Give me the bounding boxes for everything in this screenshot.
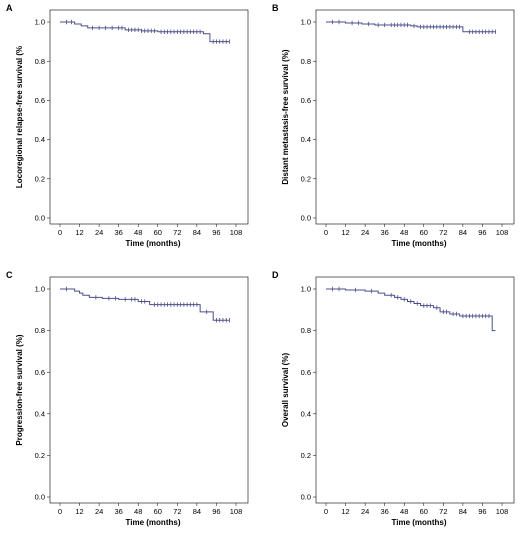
- x-axis-title: Time (months): [392, 239, 447, 248]
- y-tick-label: 0.0: [35, 214, 45, 223]
- y-tick-label: 0.8: [35, 57, 45, 66]
- y-axis-title: Locoregional relapse-free survival (%: [15, 46, 24, 188]
- y-tick-label: 1.0: [301, 285, 311, 294]
- x-tick-label: 84: [193, 507, 201, 516]
- panel-a: A 0.0 0.2 0.4 0.6 0.8 1.0 0 12 24 36 48 60 72 84 96 108 T…: [6, 3, 249, 248]
- panel-letter: D: [272, 270, 279, 280]
- y-tick-label: 0.6: [301, 96, 311, 105]
- panel-letter: A: [6, 3, 13, 13]
- panel-d: D 0.0 0.2 0.4 0.6 0.8 1.0 0 12 24 36 48 60 72 84 96 108 T…: [272, 270, 515, 527]
- x-tick-label: 36: [114, 228, 122, 237]
- y-tick-label: 0.0: [301, 214, 311, 223]
- y-tick-label: 0.6: [301, 368, 311, 377]
- y-tick-label: 1.0: [35, 18, 45, 27]
- x-tick-label: 72: [173, 507, 181, 516]
- x-tick-label: 96: [478, 228, 486, 237]
- y-axis-title: Overall survival (%): [281, 353, 290, 428]
- x-axis-title: Time (months): [126, 239, 181, 248]
- survival-curve: [326, 21, 496, 33]
- plot-frame: [49, 276, 249, 504]
- x-tick-label: 36: [380, 507, 388, 516]
- x-tick-label: 108: [496, 507, 509, 516]
- panel-letter: C: [6, 270, 13, 280]
- x-tick-label: 84: [459, 507, 467, 516]
- x-tick-label: 60: [154, 507, 162, 516]
- y-tick-label: 0.6: [35, 96, 45, 105]
- x-tick-label: 24: [361, 228, 369, 237]
- y-axis-title: Distant metastasis-free survival (%): [281, 49, 290, 185]
- y-tick-label: 0.2: [301, 451, 311, 460]
- x-tick-label: 108: [496, 228, 509, 237]
- y-tick-label: 0.4: [35, 409, 45, 418]
- plot-frame: [315, 276, 515, 504]
- x-tick-label: 12: [75, 228, 83, 237]
- y-tick-label: 0.2: [301, 174, 311, 183]
- x-tick-label: 24: [95, 507, 103, 516]
- x-tick-label: 96: [212, 228, 220, 237]
- y-tick-label: 0.8: [301, 326, 311, 335]
- x-tick-label: 60: [420, 228, 428, 237]
- x-tick-label: 0: [324, 507, 328, 516]
- panel-b: B 0.0 0.2 0.4 0.6 0.8 1.0 0 12 24 36 48 60 72 84 96 108 T…: [272, 3, 515, 248]
- x-tick-label: 36: [114, 507, 122, 516]
- y-tick-label: 0.8: [35, 326, 45, 335]
- y-tick-label: 1.0: [301, 18, 311, 27]
- x-tick-label: 84: [193, 228, 201, 237]
- x-tick-label: 12: [75, 507, 83, 516]
- y-tick-label: 0.2: [35, 174, 45, 183]
- y-tick-label: 0.8: [301, 57, 311, 66]
- plot-frame: [49, 9, 249, 225]
- y-tick-label: 0.4: [35, 135, 45, 144]
- x-tick-label: 0: [58, 507, 62, 516]
- x-tick-label: 12: [341, 507, 349, 516]
- x-tick-label: 72: [439, 507, 447, 516]
- y-tick-label: 0.6: [35, 368, 45, 377]
- x-tick-label: 108: [230, 228, 243, 237]
- survival-curve: [60, 21, 230, 43]
- y-tick-label: 0.0: [301, 493, 311, 502]
- x-axis-title: Time (months): [392, 518, 447, 527]
- y-tick-label: 0.4: [301, 409, 311, 418]
- x-tick-label: 36: [380, 228, 388, 237]
- x-tick-label: 48: [400, 507, 408, 516]
- y-tick-label: 1.0: [35, 285, 45, 294]
- y-axis-title: Progression-free survival (%): [15, 334, 24, 445]
- panel-letter: B: [272, 3, 279, 13]
- x-tick-label: 60: [154, 228, 162, 237]
- x-tick-label: 72: [173, 228, 181, 237]
- x-tick-label: 48: [134, 507, 142, 516]
- panel-c: C 0.0 0.2 0.4 0.6 0.8 1.0 0 12 24 36 48 60 72 84 96 108 T…: [6, 270, 249, 527]
- y-tick-label: 0.0: [35, 493, 45, 502]
- plot-frame: [315, 9, 515, 225]
- x-tick-label: 72: [439, 228, 447, 237]
- x-axis-title: Time (months): [126, 518, 181, 527]
- x-tick-label: 108: [230, 507, 243, 516]
- y-tick-label: 0.2: [35, 451, 45, 460]
- x-tick-label: 0: [324, 228, 328, 237]
- x-tick-label: 48: [400, 228, 408, 237]
- x-tick-label: 84: [459, 228, 467, 237]
- x-tick-label: 24: [95, 228, 103, 237]
- x-tick-label: 48: [134, 228, 142, 237]
- x-tick-label: 60: [420, 507, 428, 516]
- x-tick-label: 24: [361, 507, 369, 516]
- x-tick-label: 12: [341, 228, 349, 237]
- x-tick-label: 96: [212, 507, 220, 516]
- y-tick-label: 0.4: [301, 135, 311, 144]
- x-tick-label: 0: [58, 228, 62, 237]
- survival-curve: [60, 288, 230, 321]
- x-tick-label: 96: [478, 507, 486, 516]
